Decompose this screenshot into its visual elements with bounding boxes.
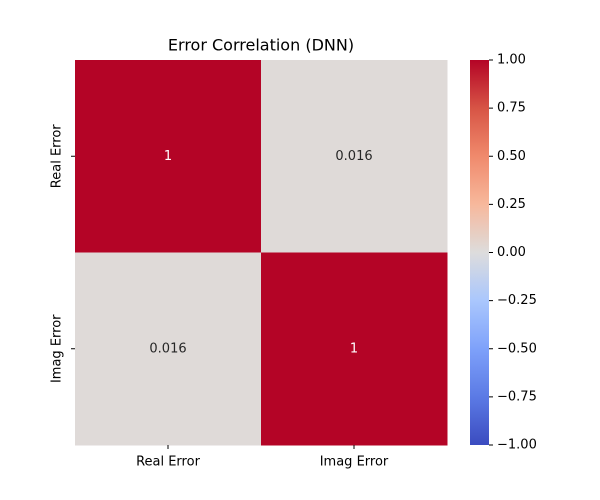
cell-label: 0.016 bbox=[335, 149, 372, 164]
colorbar bbox=[470, 60, 489, 445]
x-tick-label: Real Error bbox=[136, 455, 201, 470]
colorbar-tick-label: 0.50 bbox=[497, 149, 526, 164]
colorbar-tick-label: 0.00 bbox=[497, 245, 526, 260]
heatmap-cell bbox=[261, 252, 448, 446]
colorbar-tick-label: −0.50 bbox=[497, 341, 537, 356]
x-tick-label: Imag Error bbox=[320, 455, 389, 470]
colorbar-tick-label: 1.00 bbox=[497, 53, 526, 68]
heatmap-cell bbox=[75, 252, 262, 446]
colorbar-tick-label: −1.00 bbox=[497, 438, 537, 453]
heatmap-cell bbox=[75, 60, 262, 253]
colorbar-tick-label: −0.75 bbox=[497, 389, 537, 404]
colorbar-tick-label: 0.25 bbox=[497, 197, 526, 212]
colorbar-tick-label: 0.75 bbox=[497, 101, 526, 116]
chart-title: Error Correlation (DNN) bbox=[168, 36, 354, 55]
cell-label: 0.016 bbox=[149, 341, 186, 356]
colorbar-tick-label: −0.25 bbox=[497, 293, 537, 308]
y-tick-label: Imag Error bbox=[50, 314, 65, 383]
cell-label: 1 bbox=[164, 149, 172, 164]
cell-label: 1 bbox=[350, 341, 358, 356]
heatmap-cell bbox=[261, 60, 448, 253]
y-tick-label: Real Error bbox=[50, 124, 65, 189]
